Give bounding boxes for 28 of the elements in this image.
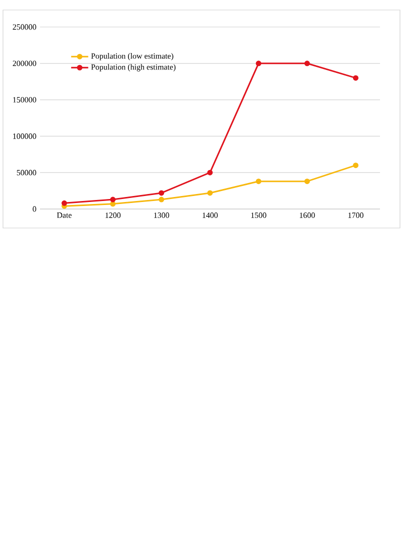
x-tick-label: Date	[56, 212, 72, 218]
point	[158, 190, 164, 196]
point	[304, 60, 310, 66]
point	[352, 75, 358, 81]
y-tick-label: 250000	[12, 24, 36, 30]
point	[207, 190, 213, 196]
point	[207, 170, 213, 176]
y-tick-label: 150000	[13, 97, 36, 102]
legend-label: Population (low estimate)	[91, 53, 174, 60]
y-tick-label: 50000	[16, 170, 36, 176]
x-tick-label: 1600	[300, 212, 315, 218]
point	[352, 162, 358, 168]
point	[158, 196, 164, 202]
point	[110, 196, 116, 202]
point	[256, 178, 262, 184]
x-tick-label: 1300	[154, 212, 170, 218]
y-tick-label: 0	[32, 206, 36, 212]
point	[62, 200, 68, 206]
legend-label: Population (high estimate)	[91, 64, 176, 72]
point	[256, 60, 262, 66]
y-tick-label: 200000	[12, 60, 36, 66]
y-tick-label: 100000	[13, 134, 36, 139]
x-tick-label: 1400	[202, 212, 218, 218]
x-tick-label: 1500	[251, 212, 266, 218]
point	[110, 201, 116, 207]
x-tick-label: 1700	[348, 212, 364, 218]
point	[304, 178, 310, 184]
x-tick-label: 1200	[106, 212, 121, 218]
